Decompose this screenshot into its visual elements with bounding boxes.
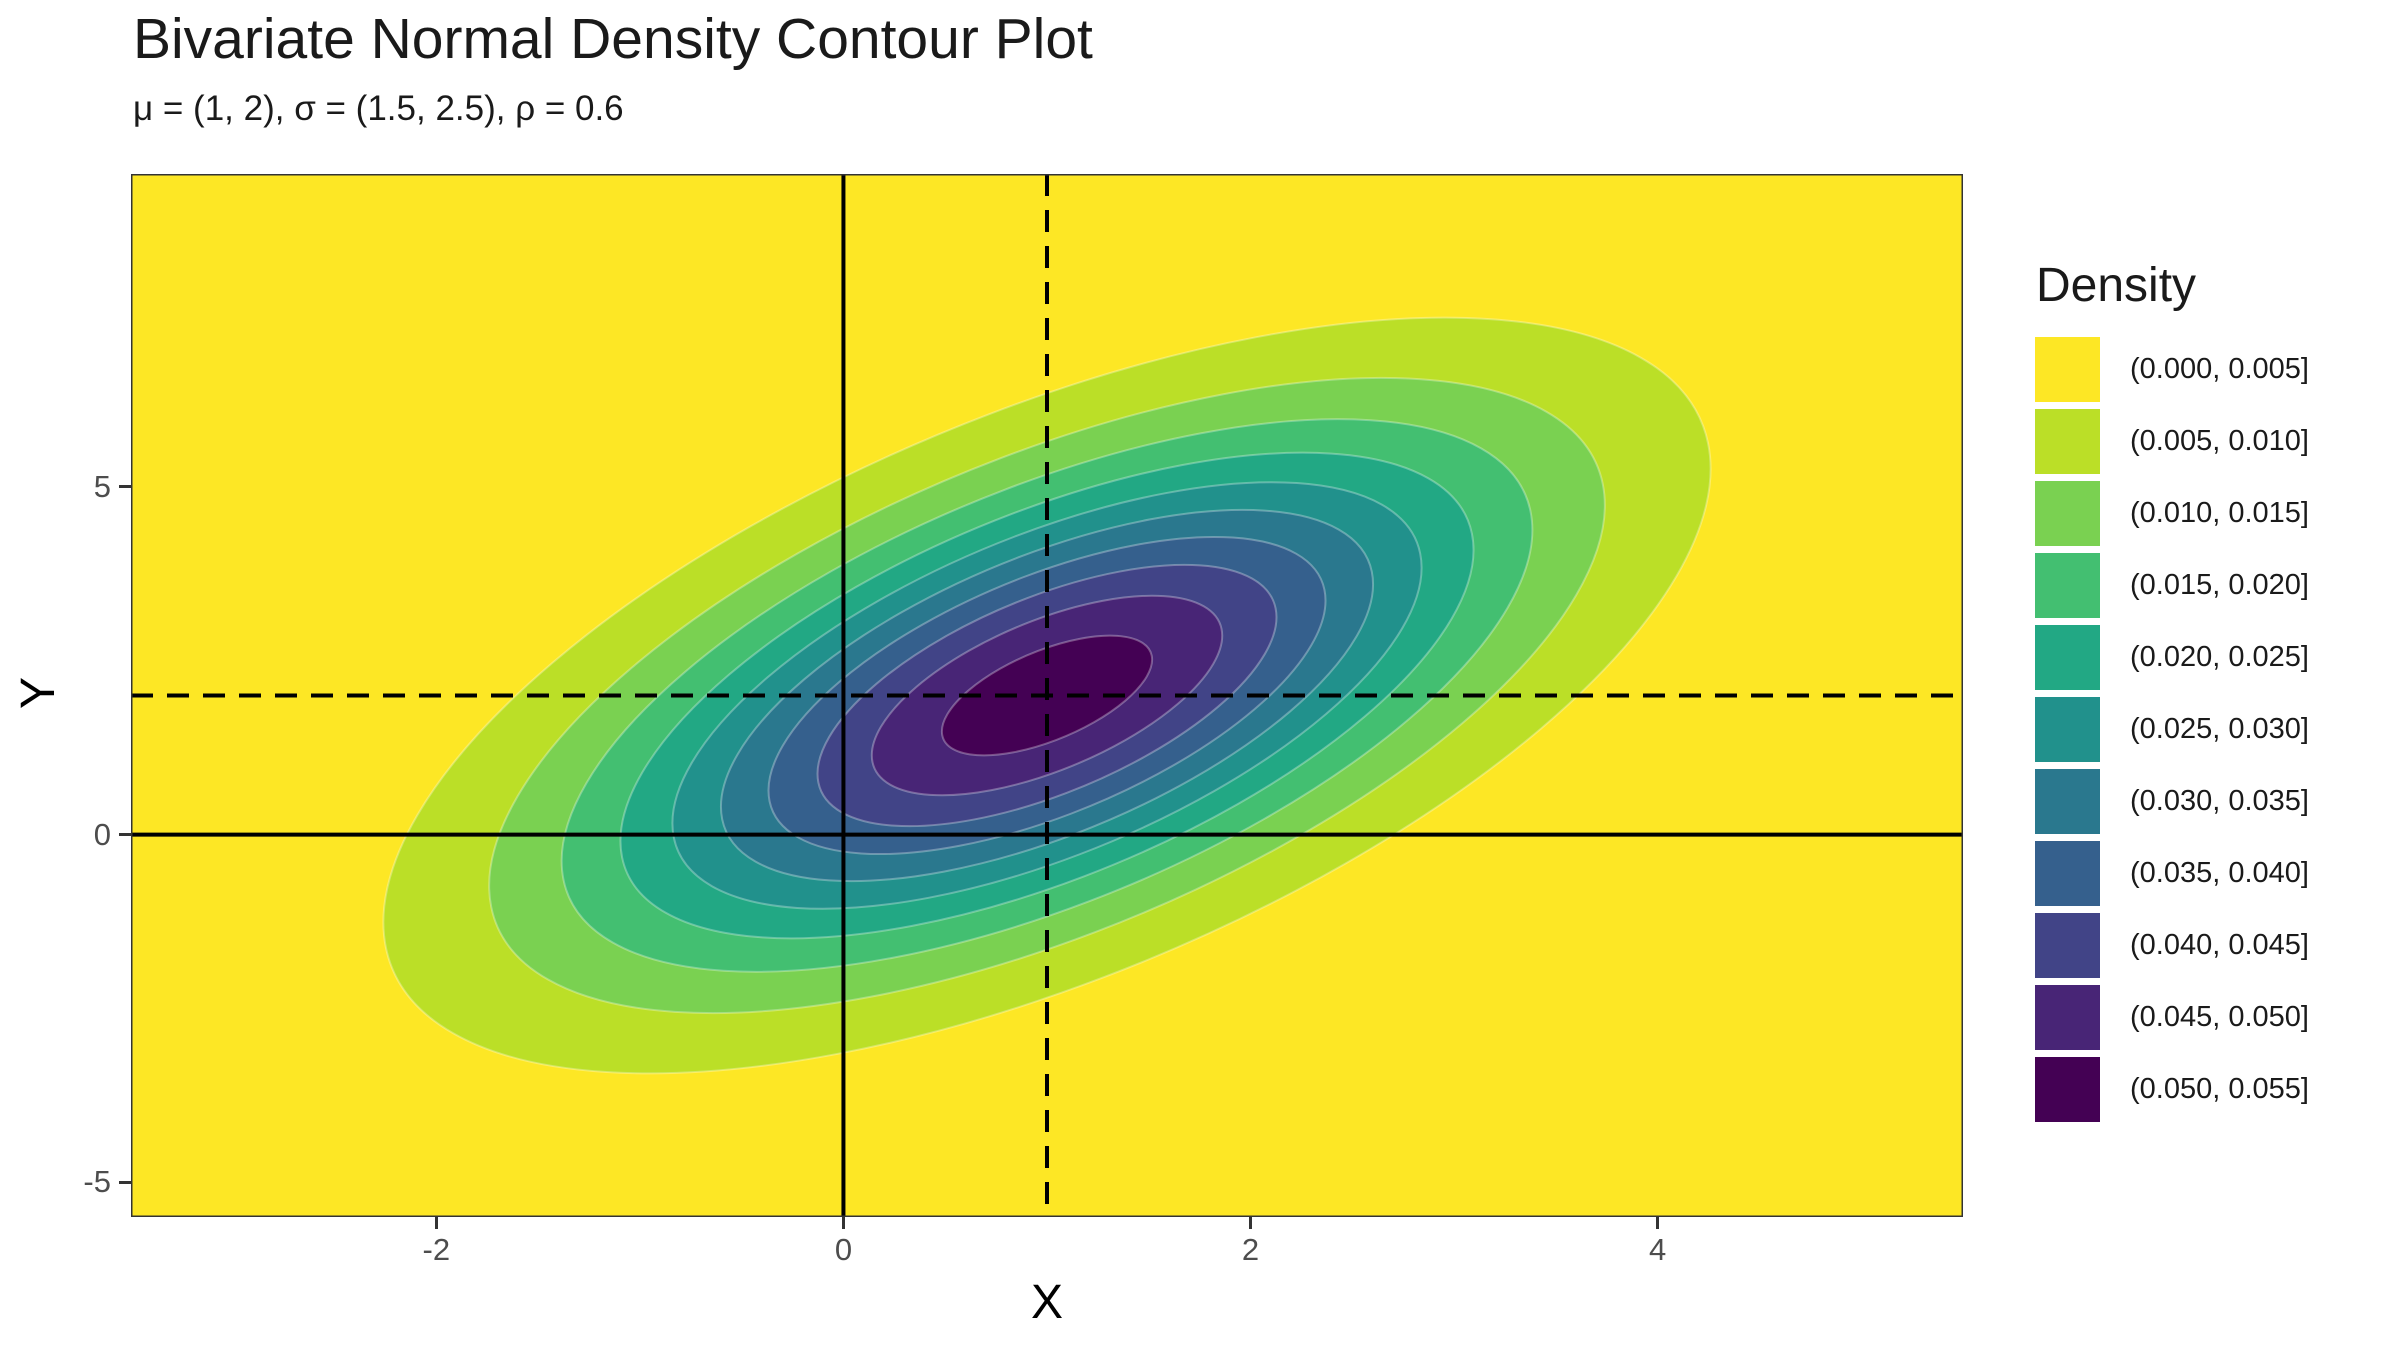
legend-label: (0.025, 0.030] [2130, 713, 2309, 745]
y-tick-mark [119, 1180, 131, 1184]
legend-item: (0.005, 0.010] [2035, 409, 2309, 474]
legend-swatch [2035, 337, 2100, 402]
legend-swatch [2035, 769, 2100, 834]
legend-label: (0.000, 0.005] [2130, 353, 2309, 385]
legend-item: (0.035, 0.040] [2035, 841, 2309, 906]
legend-swatch [2035, 841, 2100, 906]
contour-plot-canvas [131, 174, 1963, 1217]
plot-title: Bivariate Normal Density Contour Plot [133, 7, 1093, 71]
legend-item: (0.040, 0.045] [2035, 913, 2309, 978]
legend-swatch [2035, 697, 2100, 762]
plot-subtitle: μ = (1, 2), σ = (1.5, 2.5), ρ = 0.6 [133, 89, 624, 128]
y-axis-title: Y [12, 677, 65, 710]
x-tick-label: 0 [834, 1232, 853, 1267]
x-tick-mark [434, 1217, 438, 1229]
legend-label: (0.035, 0.040] [2130, 857, 2309, 889]
legend-label: (0.030, 0.035] [2130, 785, 2309, 817]
legend-label: (0.045, 0.050] [2130, 1001, 2309, 1033]
legend-swatch [2035, 553, 2100, 618]
x-tick-mark [1656, 1217, 1660, 1229]
legend-title: Density [2036, 259, 2197, 312]
x-tick-label: 2 [1241, 1232, 1260, 1267]
y-tick-label: -5 [83, 1164, 111, 1200]
legend-item: (0.020, 0.025] [2035, 625, 2309, 690]
x-tick-label: 4 [1649, 1232, 1667, 1267]
legend-swatch [2035, 625, 2100, 690]
x-axis-title: X [1030, 1276, 1063, 1329]
y-tick-mark [119, 485, 131, 489]
legend-item: (0.025, 0.030] [2035, 697, 2309, 762]
legend-item: (0.045, 0.050] [2035, 985, 2309, 1050]
legend-item: (0.010, 0.015] [2035, 481, 2309, 546]
legend-label: (0.040, 0.045] [2130, 929, 2309, 961]
plot-panel [131, 174, 1963, 1217]
legend-swatch [2035, 481, 2100, 546]
legend-label: (0.050, 0.055] [2130, 1073, 2309, 1105]
legend-swatch [2035, 913, 2100, 978]
legend-swatch [2035, 409, 2100, 474]
legend-swatch [2035, 1057, 2100, 1122]
legend-item: (0.000, 0.005] [2035, 337, 2309, 402]
legend-label: (0.010, 0.015] [2130, 497, 2309, 529]
x-tick-label: -2 [422, 1232, 451, 1267]
legend-item: (0.015, 0.020] [2035, 553, 2309, 618]
y-tick-label: 0 [93, 816, 111, 852]
legend-label: (0.005, 0.010] [2130, 425, 2309, 457]
legend-swatch [2035, 985, 2100, 1050]
y-tick-label: 5 [93, 468, 111, 504]
legend-label: (0.020, 0.025] [2130, 641, 2309, 673]
legend-item: (0.030, 0.035] [2035, 769, 2309, 834]
x-tick-mark [1249, 1217, 1253, 1229]
x-tick-mark [841, 1217, 845, 1229]
legend-item: (0.050, 0.055] [2035, 1057, 2309, 1122]
y-tick-mark [119, 833, 131, 837]
legend-label: (0.015, 0.020] [2130, 569, 2309, 601]
